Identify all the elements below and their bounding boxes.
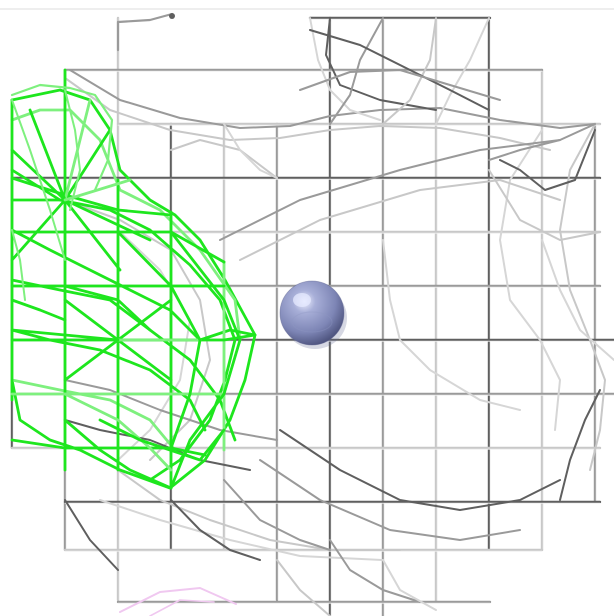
grey-mesh-wire xyxy=(117,469,401,551)
green-mesh-wire xyxy=(10,176,173,217)
green-mesh-wire xyxy=(116,298,173,342)
grey-mesh-wire xyxy=(559,389,601,501)
grey-mesh-wire xyxy=(223,123,278,179)
lattice-stub-end xyxy=(169,13,175,19)
sphere-highlight xyxy=(293,293,311,307)
green-mesh-wire xyxy=(63,128,112,202)
grey-mesh-wire xyxy=(488,123,596,161)
green-mesh-wire xyxy=(63,338,120,382)
grey-mesh-wire xyxy=(170,499,261,561)
green-mesh-wire xyxy=(169,230,242,490)
grey-mesh-wire xyxy=(559,123,606,471)
grey-mesh-wire xyxy=(499,129,561,431)
grey-surface-mesh xyxy=(64,17,614,616)
blue-sphere[interactable] xyxy=(279,280,347,349)
grey-mesh-wire xyxy=(499,129,596,191)
green-mesh-wire xyxy=(28,108,67,202)
green-mesh-wire xyxy=(10,438,207,457)
green-mesh-wire xyxy=(10,168,237,482)
grey-mesh-wire xyxy=(259,459,521,541)
green-mesh-wire xyxy=(10,328,120,342)
grey-mesh-wire xyxy=(99,499,384,561)
green-mesh-wire xyxy=(63,418,173,490)
green-mesh-wire xyxy=(10,298,67,322)
grey-mesh-wire xyxy=(64,499,119,571)
grey-mesh-wire xyxy=(299,69,501,101)
green-mesh-wire xyxy=(63,298,120,342)
sphere-outline xyxy=(279,280,345,346)
green-mesh-wire xyxy=(116,338,173,382)
green-mesh-wire xyxy=(63,178,132,202)
grey-mesh-wire xyxy=(382,239,521,411)
grey-mesh-wire xyxy=(309,29,490,111)
green-mesh-wire xyxy=(63,198,122,272)
grey-mesh-wire xyxy=(382,17,437,125)
grey-mesh-wire xyxy=(382,559,437,611)
grey-mesh-wire xyxy=(223,479,331,551)
green-mesh-wire xyxy=(10,328,207,432)
grey-mesh-wire xyxy=(325,17,437,111)
green-mesh-wire-light xyxy=(64,89,81,211)
grey-mesh-wire xyxy=(69,69,596,129)
pink-wire xyxy=(149,599,215,616)
grey-mesh-wire xyxy=(541,239,614,361)
green-mesh-wire xyxy=(63,284,152,332)
grey-mesh-wire xyxy=(276,559,331,616)
green-mesh-wire xyxy=(10,378,177,452)
grey-mesh-wire xyxy=(64,379,278,441)
green-mesh-wire xyxy=(63,198,152,242)
green-density-mesh xyxy=(10,68,257,490)
grey-mesh-wire xyxy=(170,139,278,179)
grey-mesh-wire xyxy=(329,17,384,125)
lattice-stub xyxy=(116,12,174,52)
grey-mesh-wire xyxy=(488,169,601,241)
grey-mesh-wire xyxy=(64,77,551,151)
green-mesh-wire xyxy=(63,392,173,472)
green-mesh-wire xyxy=(10,198,67,262)
grey-mesh-wire xyxy=(329,539,421,603)
grey-mesh-wire xyxy=(219,139,561,241)
grey-mesh-wire xyxy=(117,229,191,461)
green-mesh-wire xyxy=(98,418,226,462)
green-mesh-wire-light xyxy=(10,83,114,192)
grey-mesh-wire xyxy=(239,179,561,261)
pink-fragment xyxy=(119,587,237,616)
pink-wire xyxy=(119,587,237,613)
grey-mesh-wire xyxy=(435,17,490,125)
grey-mesh-wire xyxy=(309,17,381,121)
grey-mesh-wire xyxy=(279,429,561,511)
green-mesh-wire xyxy=(116,230,202,450)
sphere-reflection xyxy=(291,311,333,333)
grey-mesh-wire xyxy=(64,419,251,471)
green-mesh-wire-light xyxy=(11,229,26,301)
green-mesh-wire-light xyxy=(11,99,66,261)
